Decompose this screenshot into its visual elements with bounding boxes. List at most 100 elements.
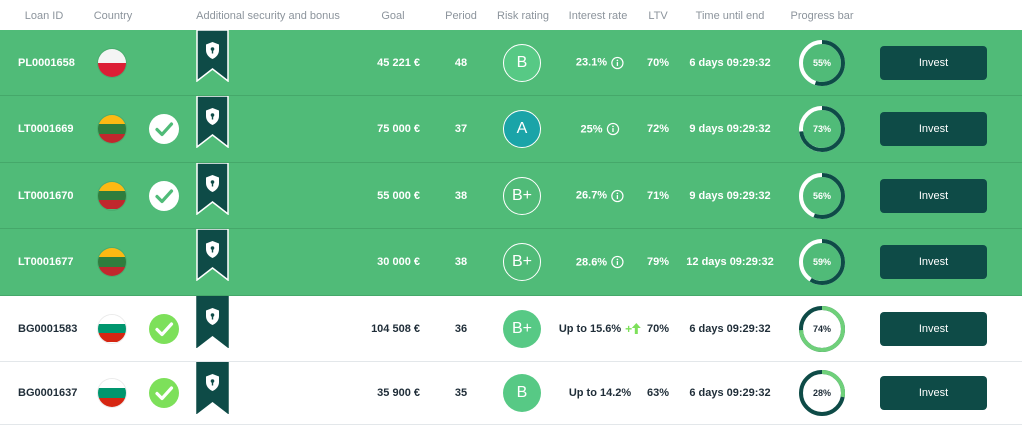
progress-gauge: 59%: [797, 237, 847, 287]
time-until-end: 12 days 09:29:32: [686, 256, 774, 268]
table-row[interactable]: BG0001637 35 900 € 35 B Up to 14.2% 63% 6 days…: [0, 362, 1022, 425]
loan-ltv: 70%: [646, 56, 670, 69]
loan-goal: 75 000 €: [377, 123, 420, 135]
risk-rating-badge: A: [503, 110, 541, 148]
invest-button[interactable]: Invest: [880, 311, 987, 346]
interest-rate: Up to 15.6% +: [558, 321, 642, 336]
loan-id[interactable]: LT0001677: [18, 256, 74, 268]
loan-id[interactable]: PL0001658: [18, 56, 75, 69]
bonus-up-arrow-icon: +: [625, 321, 642, 336]
security-shield-icon[interactable]: [196, 163, 229, 215]
invest-button[interactable]: Invest: [880, 245, 987, 279]
loan-goal: 45 221 €: [377, 56, 420, 69]
header-time-until-end[interactable]: Time until end: [695, 10, 765, 22]
progress-label: 59%: [812, 257, 831, 267]
security-shield-icon[interactable]: [196, 296, 229, 348]
invest-button[interactable]: Invest: [880, 45, 987, 80]
progress-gauge: 56%: [797, 171, 847, 221]
time-until-end: 6 days 09:29:32: [689, 322, 771, 335]
risk-rating-label: B+: [511, 186, 532, 204]
info-icon[interactable]: [606, 122, 620, 136]
loan-id[interactable]: BG0001637: [18, 387, 78, 399]
risk-rating-badge: B+: [503, 309, 541, 348]
country-flag-icon: [98, 115, 126, 143]
table-row[interactable]: BG0001583 104 508 €36 B+ Up to 15.6% +70% 6 d…: [0, 296, 1022, 362]
interest-rate: 28.6%: [575, 255, 624, 269]
interest-rate-value: 26.7%: [575, 189, 608, 202]
header-progress-bar[interactable]: Progress bar: [790, 10, 854, 22]
loan-period: 35: [454, 387, 468, 399]
progress-ring: [799, 106, 845, 152]
security-shield-icon[interactable]: [196, 30, 229, 82]
progress-label: 56%: [812, 190, 831, 201]
loan-ltv: 72%: [646, 123, 670, 135]
loan-goal: 30 000 €: [377, 256, 420, 268]
table-row[interactable]: LT0001677 30 000 € 38 B+ 28.6% 79% 12 days 09:…: [0, 229, 1022, 296]
interest-rate-value: 25%: [580, 123, 603, 135]
loan-id[interactable]: BG0001583: [18, 322, 78, 335]
interest-rate: 26.7%: [576, 189, 624, 202]
invest-button[interactable]: Invest: [880, 376, 987, 410]
loan-ltv: 63%: [646, 387, 670, 399]
header-interest-rate[interactable]: Interest rate: [568, 10, 628, 22]
bonus-plus: +: [625, 321, 633, 336]
header-security[interactable]: Additional security and bonus: [196, 10, 340, 22]
risk-rating-badge: B: [503, 374, 541, 412]
loan-goal: 35 900 €: [377, 387, 420, 399]
info-icon[interactable]: [611, 189, 624, 202]
progress-ring: [799, 172, 845, 219]
progress-gauge: 73%: [797, 104, 847, 154]
table-row[interactable]: LT0001670 55 000 € 38 B+ 26.7% 71% 9 days 09:2…: [0, 163, 1022, 229]
invest-button[interactable]: Invest: [880, 112, 987, 146]
loan-period: 48: [454, 56, 468, 69]
security-shield-icon[interactable]: [196, 229, 229, 281]
progress-label: 73%: [812, 124, 831, 134]
interest-rate-value: 23.1%: [575, 56, 608, 69]
risk-rating-badge: B+: [503, 176, 541, 215]
risk-rating-label: A: [516, 120, 528, 137]
loan-ltv: 70%: [646, 322, 670, 335]
progress-gauge: 28%: [797, 368, 847, 418]
interest-rate-value: 28.6%: [575, 256, 608, 268]
header-risk-rating[interactable]: Risk rating: [497, 10, 549, 22]
header-goal[interactable]: Goal: [381, 10, 405, 22]
header-ltv[interactable]: LTV: [648, 10, 668, 22]
header-loan-id[interactable]: Loan ID: [24, 10, 64, 22]
interest-rate: 23.1%: [576, 56, 624, 69]
invest-button[interactable]: Invest: [880, 178, 987, 213]
risk-rating-label: B+: [511, 319, 532, 337]
guarantee-check-icon: [149, 378, 179, 408]
guarantee-check-icon: [149, 313, 179, 344]
guarantee-check-icon: [149, 180, 179, 211]
loan-period: 36: [454, 322, 468, 335]
table-row[interactable]: LT0001669 75 000 € 37 A 25% 72% 9 days 09:29:3…: [0, 96, 1022, 163]
security-shield-icon[interactable]: [196, 362, 229, 414]
security-shield-icon[interactable]: [196, 96, 229, 148]
time-until-end: 9 days 09:29:32: [689, 123, 771, 135]
info-icon[interactable]: [611, 56, 624, 69]
interest-rate: Up to 14.2%: [569, 387, 631, 399]
country-flag-icon: [98, 314, 126, 343]
progress-gauge: 74%: [797, 304, 847, 354]
progress-ring: [799, 239, 845, 285]
country-flag-icon: [98, 181, 126, 210]
progress-label: 74%: [812, 323, 831, 334]
loan-ltv: 71%: [646, 189, 670, 202]
progress-ring: [799, 39, 845, 86]
risk-rating-label: B: [516, 384, 528, 401]
loan-period: 38: [454, 189, 468, 202]
guarantee-check-icon: [149, 114, 179, 144]
progress-gauge: 55%: [797, 38, 847, 88]
info-icon[interactable]: [611, 255, 624, 269]
loan-id[interactable]: LT0001669: [18, 123, 74, 135]
interest-rate-value: Up to 15.6%: [558, 322, 622, 335]
header-country[interactable]: Country: [93, 10, 133, 22]
loan-period: 37: [454, 123, 468, 135]
progress-label: 28%: [812, 388, 831, 398]
country-flag-icon: [98, 48, 126, 77]
header-period[interactable]: Period: [445, 10, 477, 22]
loan-period: 38: [454, 256, 468, 268]
table-header: Loan ID Country Additional security and …: [0, 0, 1022, 30]
table-row[interactable]: PL0001658 45 221 € 48 B 23.1% 70% 6 days 09:29…: [0, 30, 1022, 96]
loan-id[interactable]: LT0001670: [18, 189, 74, 202]
